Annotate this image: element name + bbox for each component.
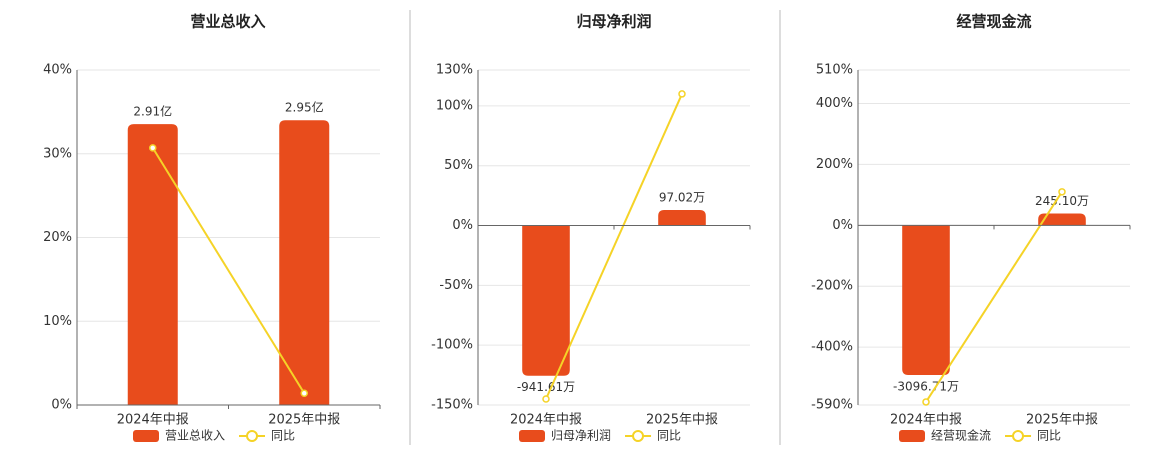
x-tick-label: 2025年中报 bbox=[1026, 413, 1098, 428]
bar bbox=[127, 124, 178, 405]
y-tick-label: -150% bbox=[431, 398, 473, 413]
legend-marker bbox=[246, 430, 259, 442]
value-label: 245.10万 bbox=[1035, 194, 1089, 208]
value-label: 2.95亿 bbox=[285, 100, 324, 115]
y-tick-label: 10% bbox=[43, 314, 72, 329]
x-tick-label: 2025年中报 bbox=[646, 413, 718, 428]
legend-swatch bbox=[519, 430, 545, 442]
x-tick-label: 2024年中报 bbox=[117, 413, 189, 428]
y-tick-label: 0% bbox=[51, 398, 72, 413]
y-tick-label: -200% bbox=[811, 279, 853, 294]
x-tick-label: 2024年中报 bbox=[890, 413, 962, 428]
legend-label: 同比 bbox=[657, 429, 681, 443]
line-point bbox=[1058, 188, 1066, 196]
line-point bbox=[678, 90, 686, 98]
value-label: -941.61万 bbox=[517, 380, 575, 394]
line bbox=[151, 147, 306, 394]
line-point bbox=[300, 389, 308, 398]
y-tick-label: 20% bbox=[43, 230, 72, 245]
y-tick-label: 40% bbox=[43, 63, 72, 78]
bar bbox=[279, 120, 330, 406]
y-tick-label: -590% bbox=[811, 398, 853, 413]
line-point bbox=[922, 398, 930, 406]
y-tick-label: 0% bbox=[452, 218, 473, 233]
line bbox=[925, 191, 1063, 403]
y-tick-label: 50% bbox=[444, 158, 473, 173]
y-tick-label: 510% bbox=[816, 63, 853, 78]
y-tick-label: 130% bbox=[436, 63, 473, 78]
legend-label: 同比 bbox=[271, 429, 295, 443]
legend-label: 经营现金流 bbox=[931, 428, 991, 443]
bar bbox=[1038, 213, 1086, 226]
line bbox=[545, 93, 683, 400]
y-tick-label: 400% bbox=[816, 96, 853, 111]
y-tick-label: 30% bbox=[43, 146, 72, 161]
y-tick-label: 0% bbox=[832, 218, 853, 233]
legend-marker bbox=[1012, 430, 1025, 442]
chart-title: 归母净利润 bbox=[576, 13, 651, 31]
legend-label: 同比 bbox=[1037, 429, 1061, 443]
value-label: 97.02万 bbox=[659, 191, 705, 205]
x-tick-label: 2024年中报 bbox=[510, 413, 582, 428]
y-tick-label: -100% bbox=[431, 338, 473, 353]
y-tick-label: 200% bbox=[816, 157, 853, 172]
legend-label: 营业总收入 bbox=[165, 429, 225, 443]
y-tick-label: -400% bbox=[811, 340, 853, 355]
line-point bbox=[542, 395, 550, 403]
chart-title: 营业总收入 bbox=[190, 13, 265, 31]
x-tick-label: 2025年中报 bbox=[268, 413, 340, 428]
value-label: 2.91亿 bbox=[133, 104, 172, 119]
line-point bbox=[149, 144, 157, 152]
value-label: -3096.71万 bbox=[893, 380, 959, 394]
legend-marker bbox=[632, 430, 645, 442]
chart-title: 经营现金流 bbox=[956, 13, 1031, 31]
legend-label: 归母净利润 bbox=[551, 429, 611, 443]
legend-swatch bbox=[899, 430, 925, 442]
y-tick-label: -50% bbox=[439, 278, 473, 293]
y-tick-label: 100% bbox=[436, 98, 473, 113]
bar bbox=[658, 210, 706, 226]
bar bbox=[522, 225, 570, 376]
bar bbox=[902, 225, 950, 376]
legend-swatch bbox=[133, 430, 159, 442]
